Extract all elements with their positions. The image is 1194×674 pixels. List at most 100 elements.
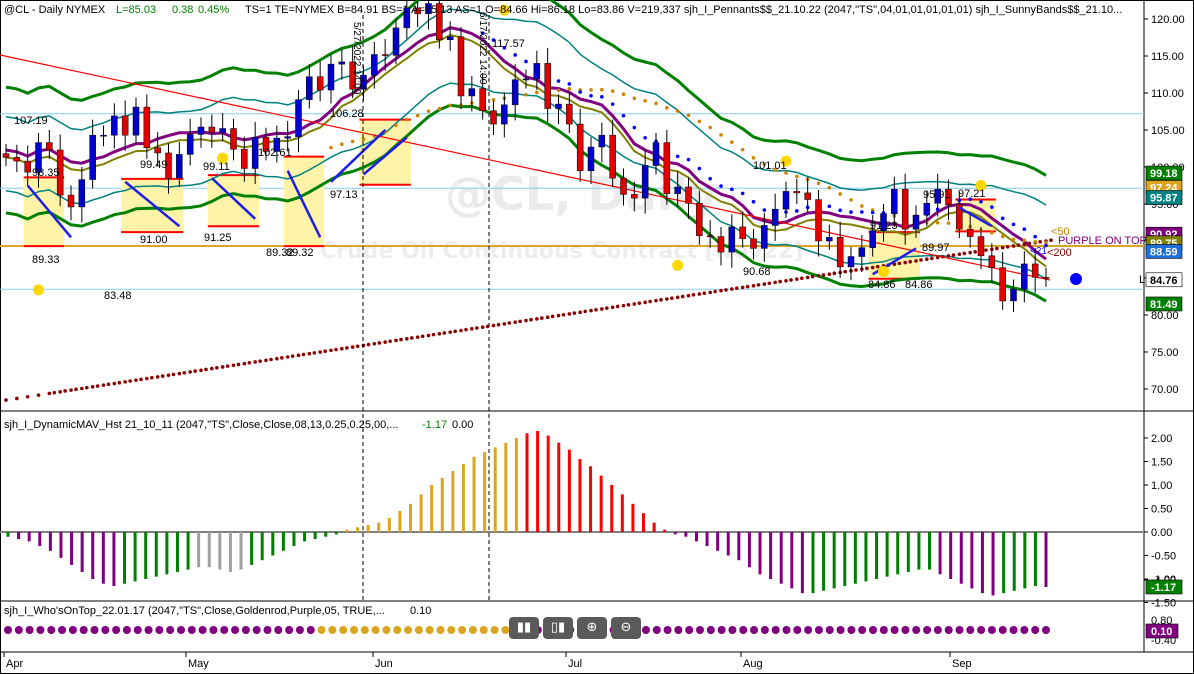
ma200-dot — [285, 355, 290, 359]
purple-dot — [706, 626, 715, 634]
candle-down — [381, 54, 389, 56]
oscillator-value-1: -1.17 — [422, 419, 447, 431]
price-box — [1145, 190, 1183, 205]
purple-dot — [847, 626, 856, 634]
purple-dot — [1042, 626, 1050, 634]
ma200-dot — [231, 363, 236, 368]
ma50-dot — [773, 167, 777, 172]
oscillator-axis: 2.001.501.000.500.00-0.50-1.00-1.50-4.00… — [1144, 433, 1183, 610]
ma200-dot — [350, 345, 355, 349]
ma21-dot — [675, 154, 680, 159]
ma200-dot — [52, 390, 57, 395]
ma200-dot — [128, 379, 132, 383]
ma200-dot — [496, 322, 501, 327]
price-box-label: 88.59 — [1150, 246, 1178, 258]
price-box-label: 95.87 — [1150, 193, 1178, 205]
candle-up — [891, 188, 898, 214]
zoom-in-icon[interactable]: ⊕ — [577, 617, 607, 639]
goldenrod-dot — [382, 626, 391, 634]
ma200-dot — [80, 386, 84, 391]
candle-up — [598, 134, 606, 148]
ma200-dot — [25, 394, 30, 399]
candle-up — [219, 128, 226, 133]
bar-chart-icon[interactable]: ▮▮ — [509, 617, 539, 639]
purple-dot — [1020, 626, 1029, 634]
candle-down — [414, 7, 421, 15]
candle-up — [912, 214, 920, 230]
purple-dot — [220, 626, 229, 634]
pivot-marker — [33, 284, 44, 296]
purple-dot — [998, 626, 1007, 634]
goldenrod-dot — [350, 626, 358, 634]
ma200-dot — [919, 258, 923, 262]
annotation-label: 91.23 — [870, 220, 898, 232]
candle-up — [826, 237, 833, 242]
annotation-label: 90.68 — [743, 266, 771, 278]
candle-up — [869, 230, 876, 248]
ma200-dot — [724, 288, 728, 292]
ma200-dot — [507, 321, 512, 325]
candle-down — [24, 160, 31, 173]
ma200-dot — [464, 327, 468, 332]
candle-up — [327, 63, 335, 91]
ma200-dot — [697, 292, 702, 296]
ma200-dot — [15, 396, 19, 401]
ma50-dot — [437, 106, 442, 111]
ma200-dot — [800, 276, 804, 281]
ma200-dot — [399, 337, 403, 342]
zoom-out-icon[interactable]: ⊖ — [611, 617, 641, 639]
oscillator-price-box-label: -1.17 — [1151, 582, 1176, 594]
ma21-dot — [621, 113, 626, 118]
candle-up — [197, 126, 205, 135]
ma21-dot — [556, 79, 561, 83]
candle-down — [349, 61, 356, 90]
candle-down — [901, 188, 909, 230]
purple-dot — [901, 626, 910, 634]
ma50-dot — [632, 96, 637, 101]
ma200-dot — [875, 264, 880, 269]
ma200-dot — [275, 356, 279, 361]
price-box — [1145, 244, 1183, 259]
ma200-dot — [600, 307, 604, 311]
candle-down — [836, 237, 844, 268]
ma21-dot — [513, 53, 517, 57]
ma200-dot — [502, 322, 507, 326]
ma50-dot — [426, 109, 431, 114]
ma200-dot — [318, 350, 322, 354]
ma200-dot — [1000, 245, 1005, 250]
ma21-dot — [524, 59, 528, 64]
ma200-dot — [345, 346, 349, 350]
candle-down — [977, 236, 985, 257]
ma21-dot — [1044, 243, 1048, 248]
candle-up — [35, 142, 42, 173]
price-box-label: 81.49 — [1150, 299, 1178, 311]
annotation-label: 99.11 — [203, 161, 230, 173]
purple-dot — [122, 626, 131, 634]
ma50-dot — [697, 119, 702, 124]
purple-dot — [674, 626, 683, 634]
ma50-dot — [1011, 237, 1016, 242]
ma200-dot — [253, 360, 257, 364]
ma50-dot — [589, 87, 593, 92]
ma21-dot — [719, 184, 723, 188]
ma200-dot — [821, 273, 826, 277]
candle-down — [696, 203, 703, 237]
ma50-dot — [708, 125, 712, 130]
time-tick-label: Sep — [952, 658, 972, 670]
pivot-marker — [672, 259, 684, 271]
ma200-dot — [675, 295, 680, 300]
purple-dot — [696, 626, 704, 634]
candle-chart-icon[interactable]: ▯▮ — [543, 617, 573, 639]
candle-up — [522, 78, 530, 81]
candle-down — [490, 110, 497, 125]
ma50-label: <50 — [1051, 226, 1070, 238]
time-tick-label: Apr — [6, 658, 23, 670]
annotation-label: 91.00 — [140, 234, 168, 246]
ma200-dot — [540, 316, 544, 320]
ma21-dot — [740, 191, 745, 196]
ma200-dot — [58, 390, 62, 394]
price-tick-label: 120.00 — [1151, 14, 1185, 26]
candle-down — [609, 134, 616, 179]
pennant-line — [330, 129, 387, 183]
